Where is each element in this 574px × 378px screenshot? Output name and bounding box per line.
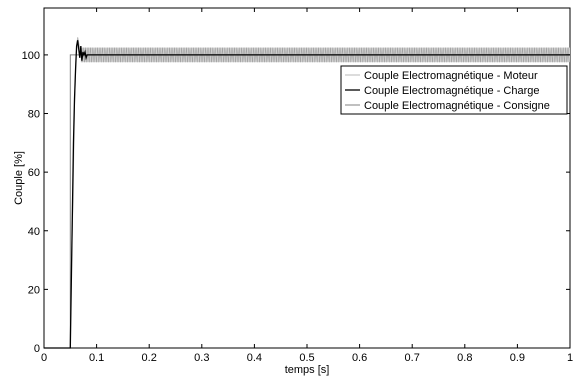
x-tick-label: 0 — [41, 352, 47, 364]
plot-area: 0 0.1 0.2 0.3 0.4 0.5 0.6 0.7 0.8 0.9 1 0 20 40 60 80 10… — [22, 7, 573, 364]
y-axis-label: Couple [%] — [13, 151, 25, 205]
legend-entry: Couple Electromagnétique - Charge — [364, 85, 540, 97]
series-charge — [44, 40, 570, 349]
legend-entry: Couple Electromagnétique - Consigne — [364, 100, 550, 112]
x-tick-label: 0.3 — [194, 352, 209, 364]
x-tick-label: 0.8 — [457, 352, 472, 364]
legend: Couple Electromagnétique - Moteur Couple … — [340, 65, 568, 115]
y-tick-label: 60 — [28, 167, 40, 179]
y-tick-label: 20 — [28, 284, 40, 296]
x-tick-label: 0.4 — [247, 352, 262, 364]
ticks-layer: 0 0.1 0.2 0.3 0.4 0.5 0.6 0.7 0.8 0.9 1 0 20 40 60 80 10… — [22, 8, 573, 364]
legend-box — [340, 65, 568, 115]
legend-entry: Couple Electromagnétique - Moteur — [364, 70, 538, 82]
x-tick-label: 0.2 — [142, 352, 157, 364]
x-tick-label: 0.7 — [405, 352, 420, 364]
x-tick-label: 0.6 — [352, 352, 367, 364]
x-tick-label: 0.5 — [299, 352, 314, 364]
y-tick-label: 40 — [28, 226, 40, 238]
axes-box — [43, 7, 571, 349]
y-tick-label: 80 — [28, 109, 40, 121]
x-tick-label: 0.1 — [89, 352, 104, 364]
x-tick-label: 0.9 — [510, 352, 525, 364]
x-axis-label: temps [s] — [285, 364, 330, 376]
series-layer — [44, 37, 570, 349]
y-tick-label: 100 — [22, 50, 40, 62]
y-tick-label: 0 — [34, 343, 40, 355]
x-tick-label: 1 — [567, 352, 573, 364]
